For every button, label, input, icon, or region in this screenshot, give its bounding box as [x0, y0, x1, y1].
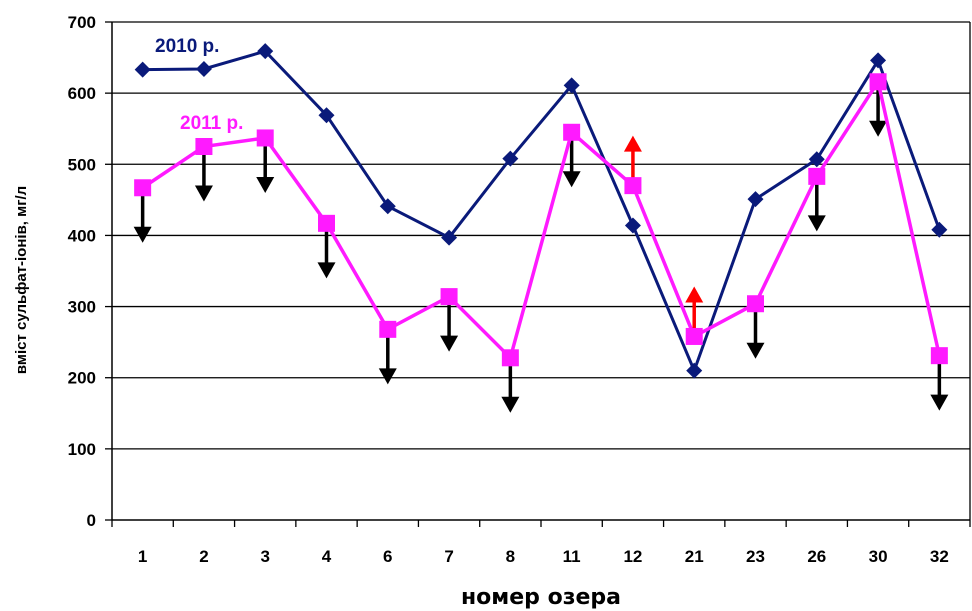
y-tick-label-100: 100	[68, 440, 96, 459]
arrow-head	[685, 286, 704, 303]
x-tick-labels: 1 2 3 4 6 7 8 11 12 21 23 26 30 32	[138, 547, 949, 566]
x-tick-label-32: 32	[930, 547, 949, 566]
y-tick-label-200: 200	[68, 369, 96, 388]
data-point-30	[870, 52, 887, 69]
y-tick-label-300: 300	[68, 298, 96, 317]
x-tick-label-3: 3	[260, 547, 269, 566]
data-point-4	[318, 214, 335, 232]
change-arrow-1	[133, 191, 152, 243]
arrow-head	[501, 396, 520, 413]
arrow-head	[440, 335, 459, 352]
data-point-32	[930, 347, 948, 365]
change-arrow-26	[807, 180, 826, 232]
x-tick-label-26: 26	[807, 547, 826, 566]
change-arrow-3	[256, 141, 275, 193]
x-tick-label-2: 2	[199, 547, 208, 566]
x-tick-label-1: 1	[138, 547, 147, 566]
data-point-8	[501, 349, 519, 367]
change-arrow-11	[562, 136, 581, 188]
x-tick-label-7: 7	[444, 547, 453, 566]
change-arrow-7	[440, 300, 459, 352]
data-point-4	[318, 107, 335, 124]
x-tick-label-30: 30	[869, 547, 888, 566]
x-tick-label-8: 8	[506, 547, 515, 566]
arrow-head	[194, 185, 213, 202]
data-point-12	[624, 177, 642, 195]
data-point-21	[686, 362, 703, 379]
change-arrow-23	[746, 307, 765, 359]
change-arrow-30	[869, 85, 888, 137]
data-point-2	[195, 60, 212, 77]
data-point-8	[502, 150, 519, 167]
y-tick-label-400: 400	[68, 226, 96, 245]
change-arrows	[133, 85, 949, 413]
x-tick-label-6: 6	[383, 547, 392, 566]
y-tick-label-600: 600	[68, 84, 96, 103]
x-tick-label-23: 23	[746, 547, 765, 566]
x-tick-label-4: 4	[322, 547, 332, 566]
data-point-30	[869, 73, 887, 91]
data-point-6	[379, 320, 397, 338]
arrow-head	[930, 394, 949, 411]
data-point-1	[134, 61, 151, 78]
change-arrow-12	[623, 135, 642, 184]
data-point-26	[808, 151, 825, 168]
data-point-23	[747, 295, 764, 313]
arrow-head	[869, 120, 888, 137]
x-tick-label-12: 12	[623, 547, 642, 566]
data-point-26	[808, 167, 826, 185]
change-arrow-32	[930, 359, 949, 411]
data-point-3	[257, 43, 274, 60]
data-point-3	[256, 129, 274, 147]
arrow-head	[133, 226, 152, 243]
arrow-head	[317, 262, 336, 279]
change-arrow-8	[501, 361, 520, 413]
data-point-32	[931, 221, 948, 238]
data-point-21	[685, 327, 703, 345]
arrow-head	[623, 135, 642, 152]
data-point-2	[195, 138, 213, 155]
y-tick-label-500: 500	[68, 155, 96, 174]
data-point-11	[563, 77, 580, 94]
change-arrow-21	[685, 286, 704, 335]
x-tick-label-11: 11	[563, 547, 581, 566]
series-line	[142, 49, 941, 375]
series-1	[134, 73, 948, 367]
y-axis-label: вміст сульфат-іонів, мг/л	[13, 186, 30, 374]
data-point-12	[624, 217, 641, 234]
data-point-6	[379, 198, 396, 215]
change-arrow-6	[378, 333, 397, 385]
series-label-2011: 2011 р.	[180, 113, 243, 134]
series-line	[141, 77, 942, 362]
series-0	[134, 43, 948, 379]
y-tick-labels: 0 100 200 300 400 500 600 700	[68, 13, 96, 530]
data-point-7	[440, 288, 458, 306]
data-point-23	[747, 191, 764, 208]
arrow-head	[562, 171, 581, 188]
change-arrow-4	[317, 227, 336, 279]
arrow-head	[807, 215, 826, 232]
arrow-head	[256, 176, 275, 193]
data-point-1	[134, 179, 152, 197]
x-axis-label: номер озера	[461, 585, 621, 610]
y-tick-label-0: 0	[87, 511, 96, 530]
series-group	[134, 43, 948, 379]
x-tick-label-21: 21	[685, 547, 704, 566]
y-tick-label-700: 700	[68, 13, 96, 32]
data-point-7	[441, 229, 458, 246]
change-arrow-2	[194, 150, 213, 202]
axes	[105, 21, 971, 527]
arrow-head	[746, 342, 765, 359]
gridlines	[112, 21, 970, 450]
series-label-2010: 2010 р.	[155, 36, 219, 57]
data-point-11	[563, 123, 581, 141]
arrow-head	[378, 368, 397, 385]
